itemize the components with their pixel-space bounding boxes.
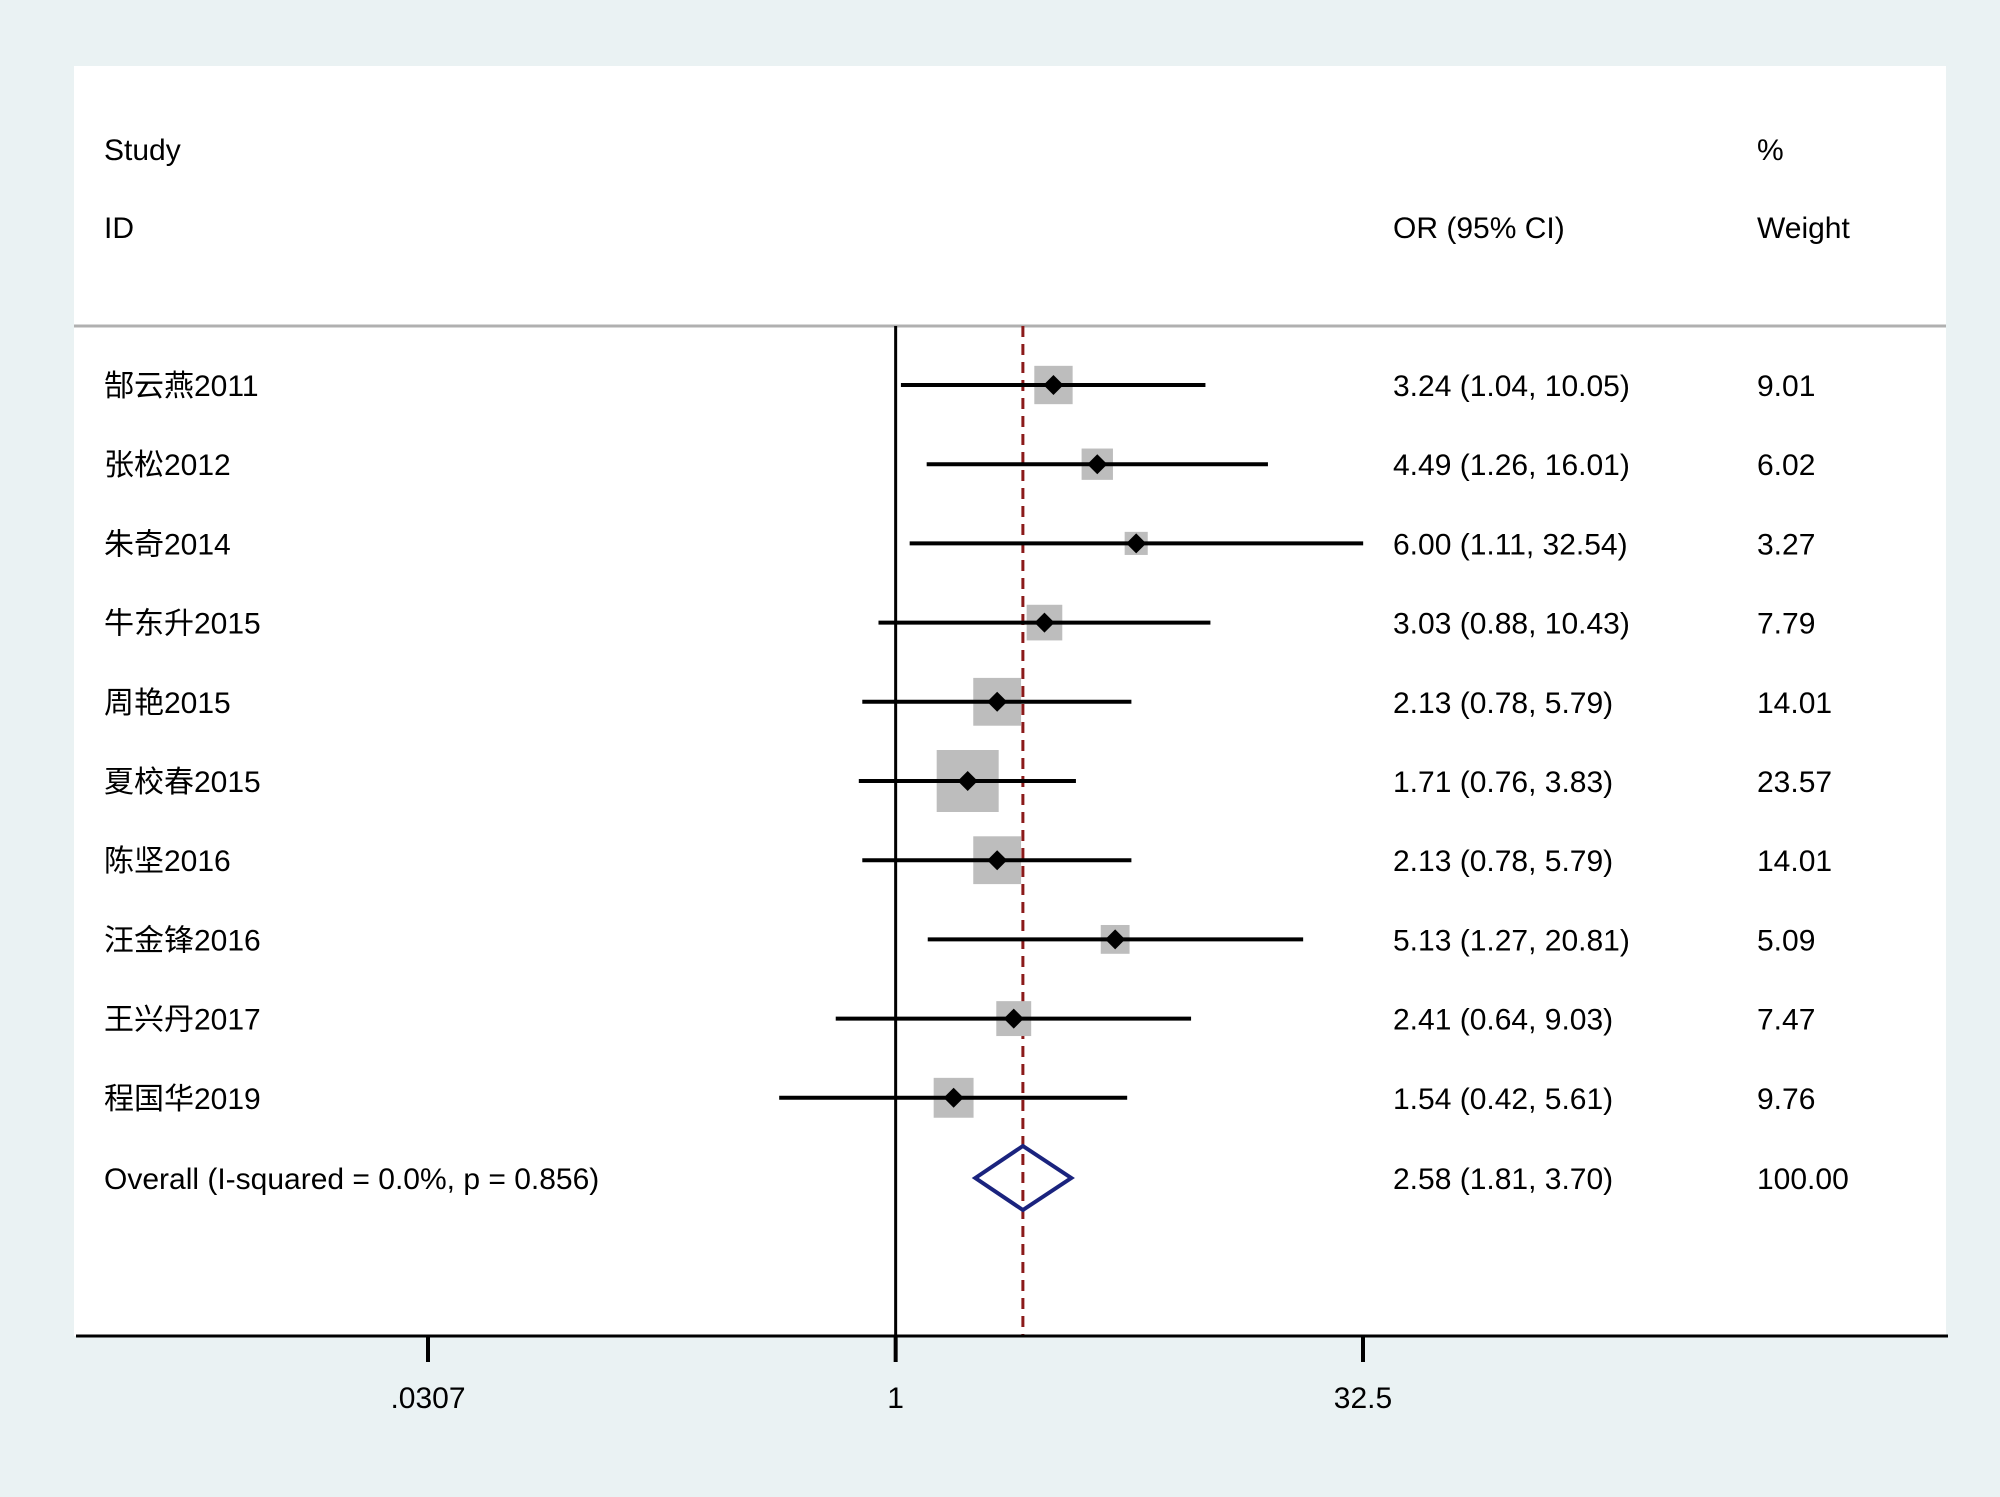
ci-text: 6.00 (1.11, 32.54) [1393, 528, 1628, 561]
x-tick-label: .0307 [390, 1382, 465, 1415]
study-id: 夏校春2015 [104, 766, 261, 799]
study-row: 程国华2019 1.54 (0.42, 5.61) 9.76 [104, 1077, 1815, 1118]
study-row: 郜云燕2011 3.24 (1.04, 10.05) 9.01 [104, 365, 1815, 405]
overall-diamond [971, 1143, 1075, 1213]
ci-text: 5.13 (1.27, 20.81) [1393, 924, 1630, 957]
weight-text: 6.02 [1757, 449, 1815, 482]
weight-text: 14.01 [1757, 687, 1832, 720]
weight-text: 5.09 [1757, 924, 1815, 957]
study-row: 王兴丹2017 2.41 (0.64, 9.03) 7.47 [104, 1001, 1815, 1037]
study-row: 陈坚2016 2.13 (0.78, 5.79) 14.01 [104, 836, 1832, 885]
point-estimate-marker [1043, 375, 1064, 395]
header-id: ID [104, 212, 134, 245]
point-estimate-marker [1003, 1008, 1024, 1029]
weight-text: 14.01 [1757, 845, 1832, 878]
x-tick-label: 1 [887, 1382, 904, 1415]
point-estimate-marker [1126, 533, 1147, 554]
study-id: 周艳2015 [104, 687, 231, 720]
study-row: 朱奇2014 6.00 (1.11, 32.54) 3.27 [104, 528, 1815, 561]
study-id: 郜云燕2011 [104, 370, 259, 403]
header-or-ci: OR (95% CI) [1393, 212, 1565, 245]
study-row: 张松2012 4.49 (1.26, 16.01) 6.02 [104, 448, 1815, 482]
study-rows: 郜云燕2011 3.24 (1.04, 10.05) 9.01 张松2012 4.49 … [104, 365, 1832, 1118]
study-id: 陈坚2016 [104, 845, 231, 878]
study-id: 王兴丹2017 [104, 1004, 261, 1037]
study-id: 汪金锋2016 [104, 924, 261, 957]
weight-text: 3.27 [1757, 528, 1815, 561]
point-estimate-marker [987, 850, 1008, 871]
study-row: 夏校春2015 1.71 (0.76, 3.83) 23.57 [104, 750, 1832, 812]
overall-weight-text: 100.00 [1757, 1163, 1849, 1196]
weight-text: 7.47 [1757, 1004, 1815, 1037]
weight-text: 9.01 [1757, 370, 1815, 403]
weight-text: 7.79 [1757, 608, 1815, 641]
ci-text: 1.71 (0.76, 3.83) [1393, 766, 1613, 799]
point-estimate-marker [1087, 454, 1108, 475]
ci-text: 2.13 (0.78, 5.79) [1393, 687, 1613, 720]
ci-text: 2.13 (0.78, 5.79) [1393, 845, 1613, 878]
header-study: Study [104, 134, 181, 167]
overall-ci-text: 2.58 (1.81, 3.70) [1393, 1163, 1613, 1196]
weight-text: 23.57 [1757, 766, 1832, 799]
point-estimate-marker [943, 1087, 964, 1108]
ci-text: 2.41 (0.64, 9.03) [1393, 1004, 1613, 1037]
ci-text: 3.24 (1.04, 10.05) [1393, 370, 1630, 403]
point-estimate-marker [987, 691, 1008, 712]
weight-text: 9.76 [1757, 1083, 1815, 1116]
header-percent: % [1757, 134, 1784, 167]
study-row: 汪金锋2016 5.13 (1.27, 20.81) 5.09 [104, 924, 1815, 957]
ci-text: 1.54 (0.42, 5.61) [1393, 1083, 1613, 1116]
study-id: 张松2012 [104, 449, 231, 482]
x-axis-ticks: .0307 1 32.5 [390, 1336, 1392, 1415]
x-tick-label: 32.5 [1334, 1382, 1392, 1415]
point-estimate-marker [1105, 929, 1126, 950]
study-row: 周艳2015 2.13 (0.78, 5.79) 14.01 [104, 677, 1832, 726]
ci-text: 3.03 (0.88, 10.43) [1393, 608, 1630, 641]
point-estimate-marker [1034, 612, 1055, 633]
study-row: 牛东升2015 3.03 (0.88, 10.43) 7.79 [104, 604, 1815, 641]
ci-text: 4.49 (1.26, 16.01) [1393, 449, 1630, 482]
study-id: 程国华2019 [104, 1083, 261, 1116]
header-weight: Weight [1757, 212, 1850, 245]
study-id: 牛东升2015 [104, 608, 261, 641]
study-id: 朱奇2014 [104, 528, 231, 561]
overall-label: Overall (I-squared = 0.0%, p = 0.856) [104, 1163, 599, 1196]
point-estimate-marker [957, 771, 978, 791]
